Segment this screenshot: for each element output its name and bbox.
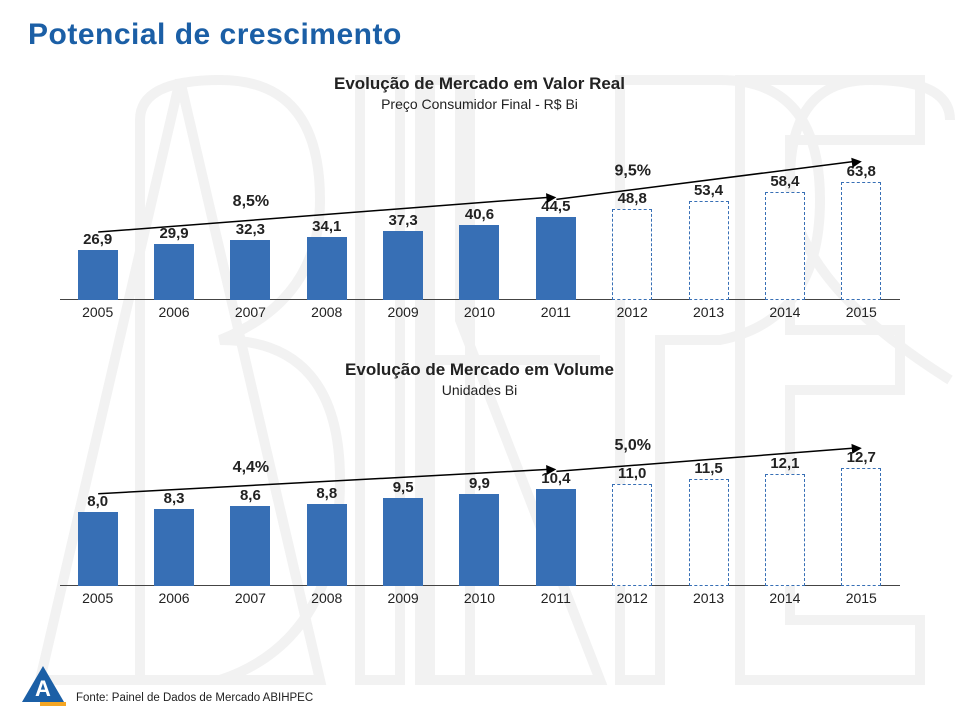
x-tick-label: 2011 — [518, 590, 594, 606]
x-tick-label: 2010 — [441, 304, 517, 320]
chart2-subtitle: Unidades Bi — [28, 382, 931, 398]
chart1-subtitle: Preço Consumidor Final - R$ Bi — [28, 96, 931, 112]
svg-text:A: A — [35, 676, 51, 701]
chart2-title: Evolução de Mercado em Volume — [28, 360, 931, 380]
x-tick-label: 2006 — [136, 590, 212, 606]
chart-valor-real: Evolução de Mercado em Valor Real Preço … — [28, 74, 931, 320]
x-tick-label: 2009 — [365, 590, 441, 606]
x-tick-label: 2008 — [289, 590, 365, 606]
chart2-xaxis: 2005200620072008200920102011201220132014… — [60, 590, 900, 606]
x-tick-label: 2011 — [518, 304, 594, 320]
x-tick-label: 2007 — [212, 304, 288, 320]
chart2-arrows: 4,4% 5,0% — [60, 410, 900, 586]
x-tick-label: 2005 — [60, 304, 136, 320]
x-tick-label: 2010 — [441, 590, 517, 606]
growth-annotation: 5,0% — [614, 437, 650, 454]
chart1-title: Evolução de Mercado em Valor Real — [28, 74, 931, 94]
x-tick-label: 2014 — [747, 304, 823, 320]
growth-annotation: 8,5% — [232, 193, 268, 210]
x-tick-label: 2012 — [594, 590, 670, 606]
x-tick-label: 2014 — [747, 590, 823, 606]
growth-annotation: 9,5% — [614, 162, 650, 179]
chart1-arrows: 8,5% 9,5% — [60, 124, 900, 300]
x-tick-label: 2009 — [365, 304, 441, 320]
chart1-xaxis: 2005200620072008200920102011201220132014… — [60, 304, 900, 320]
x-tick-label: 2013 — [670, 304, 746, 320]
x-tick-label: 2008 — [289, 304, 365, 320]
footer-source: Fonte: Painel de Dados de Mercado ABIHPE… — [76, 692, 313, 704]
abihpec-logo: A — [18, 662, 68, 710]
chart-volume: Evolução de Mercado em Volume Unidades B… — [28, 360, 931, 606]
x-tick-label: 2013 — [670, 590, 746, 606]
x-tick-label: 2006 — [136, 304, 212, 320]
x-tick-label: 2015 — [823, 590, 899, 606]
x-tick-label: 2015 — [823, 304, 899, 320]
x-tick-label: 2005 — [60, 590, 136, 606]
x-tick-label: 2007 — [212, 590, 288, 606]
page-title: Potencial de crescimento — [28, 18, 931, 52]
growth-annotation: 4,4% — [232, 459, 268, 476]
x-tick-label: 2012 — [594, 304, 670, 320]
